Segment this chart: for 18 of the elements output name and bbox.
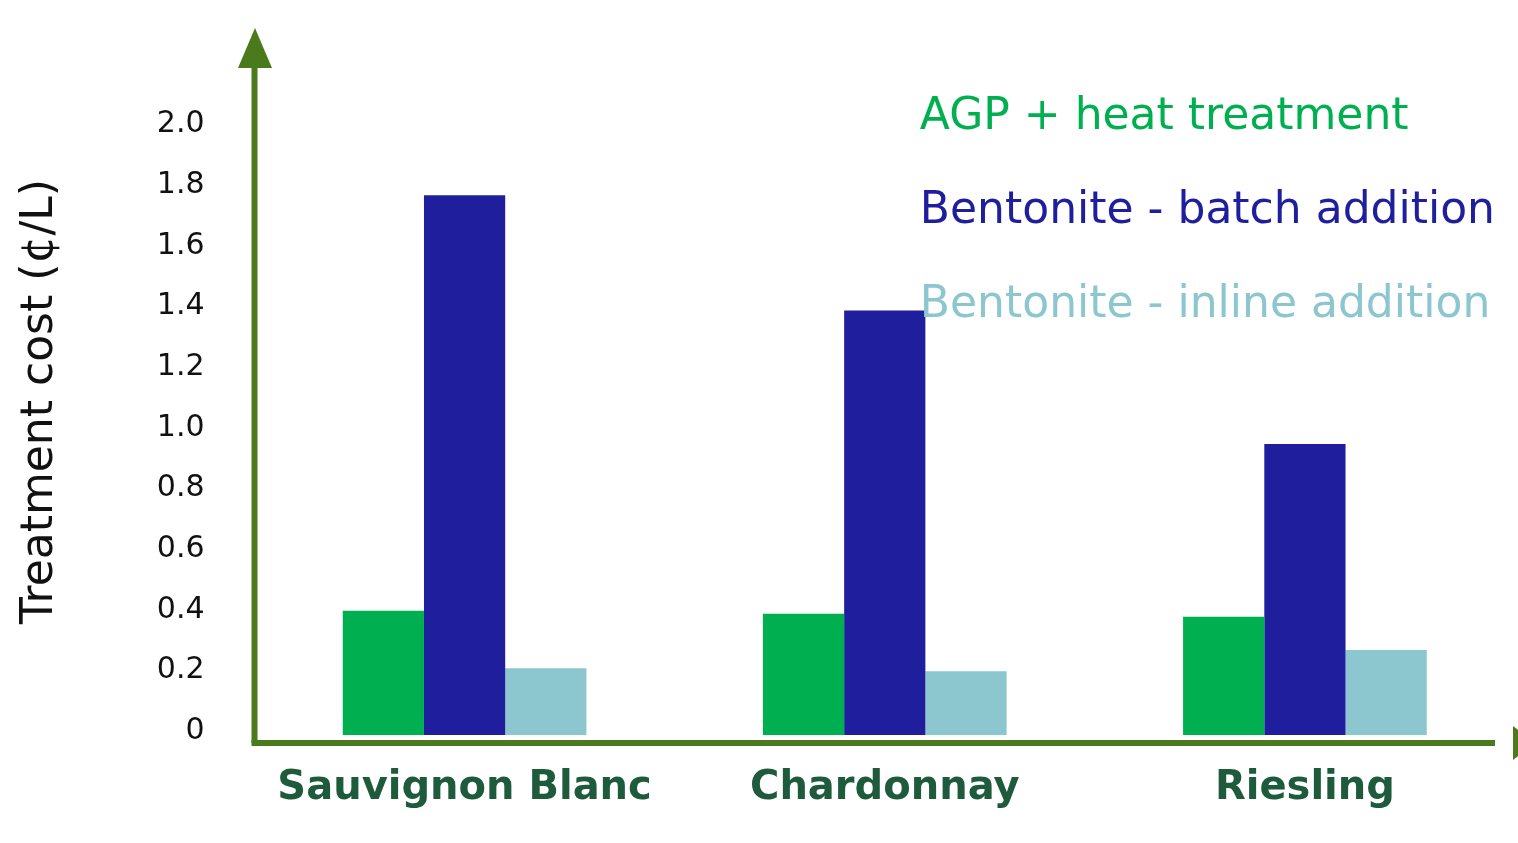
y-tick-label: 0.2 bbox=[156, 650, 205, 686]
series-label: Bentonite - batch addition bbox=[919, 182, 1495, 234]
x-tick-label: Chardonnay bbox=[750, 762, 1020, 809]
y-axis-title: Treatment cost (¢/L) bbox=[10, 179, 62, 625]
text: AGP + heat treatment bbox=[919, 88, 1409, 140]
y-tick-label: 1.8 bbox=[156, 165, 205, 201]
x-tick-label: Riesling bbox=[1214, 762, 1395, 809]
y-tick-label: 1.0 bbox=[156, 407, 205, 443]
text: Bentonite - inline addition bbox=[919, 276, 1491, 328]
y-tick-label: 0.8 bbox=[156, 468, 205, 504]
x-tick-label: Sauvignon Blanc bbox=[277, 762, 652, 809]
y-tick-label: 1.4 bbox=[156, 286, 205, 322]
y-tick-label: 1.2 bbox=[156, 346, 205, 382]
y-tick-label: 2.0 bbox=[156, 104, 205, 140]
y-tick-label: 0.4 bbox=[156, 589, 205, 625]
y-tick-label: 1.6 bbox=[156, 225, 205, 261]
y-tick-label: 0.6 bbox=[156, 528, 205, 564]
y-tick-label: 0 bbox=[185, 710, 205, 746]
